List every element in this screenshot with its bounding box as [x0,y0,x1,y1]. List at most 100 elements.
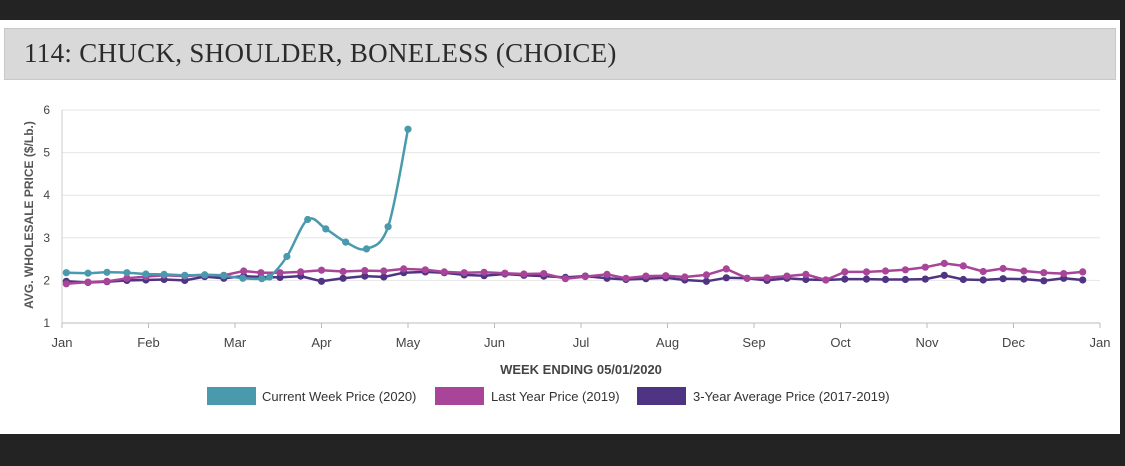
legend-label-avg3: 3-Year Average Price (2017-2019) [693,389,890,404]
data-point-avg3 [317,277,326,285]
x-tick-label: Sep [742,335,765,350]
data-point-avg3 [339,274,347,282]
data-point-last_year [940,259,948,267]
x-tick-label: Nov [915,335,939,350]
data-point-avg3 [722,274,730,282]
data-point-last_year [999,264,1007,273]
data-point-last_year [1060,270,1068,278]
data-point-last_year [317,266,326,274]
x-tick-label: Jan [52,335,73,350]
x-tick-label: Dec [1002,335,1026,350]
data-point-current [181,271,189,279]
data-point-avg3 [999,275,1007,283]
data-point-last_year [84,278,92,286]
series-line-last_year [66,262,1083,286]
data-point-last_year [702,271,711,279]
data-point-avg3 [881,275,890,284]
x-tick-label: Apr [311,335,332,350]
data-point-last_year [743,274,751,282]
y-tick-label: 1 [43,316,50,330]
data-point-avg3 [1020,275,1028,283]
series-line-current [66,128,410,281]
data-point-last_year [959,262,967,270]
data-point-current [220,272,228,280]
data-point-last_year [783,272,791,280]
data-point-avg3 [702,277,711,285]
bottom-bar [0,438,1125,466]
data-point-current [304,215,312,224]
data-point-last_year [862,268,871,276]
data-point-current [201,271,209,279]
data-point-current [62,269,70,277]
data-point-current [404,125,412,133]
data-point-last_year [123,274,131,282]
data-point-last_year [763,274,771,282]
legend-swatch-avg3 [637,387,686,405]
data-point-last_year [380,267,388,275]
x-axis-ticks: Jan Feb Mar Apr May Jun Jul Aug Sep Oct Nov Dec Jan [52,323,1111,350]
y-tick-label: 2 [43,273,50,287]
data-point-avg3 [1040,277,1048,285]
data-point-last_year [921,263,929,271]
data-point-last_year [257,269,265,277]
data-point-last_year [979,267,987,276]
legend-label-last_year: Last Year Price (2019) [491,389,620,404]
data-point-current [258,275,266,283]
x-tick-label: Jul [573,335,590,350]
data-point-last_year [297,268,305,276]
data-point-last_year [901,266,910,274]
x-tick-label: May [396,335,421,350]
data-point-avg3 [862,275,871,283]
data-point-current [322,225,330,233]
data-point-avg3 [940,271,948,279]
data-point-last_year [881,267,890,275]
y-axis-ticks: 1 2 3 4 5 6 [43,103,50,330]
data-point-avg3 [802,275,810,284]
x-tick-label: Oct [830,335,851,350]
y-tick-label: 4 [43,188,50,202]
data-point-avg3 [841,275,849,283]
legend-swatch-current [207,387,256,405]
data-point-current [362,245,371,253]
y-axis-label: AVG. WHOLESALE PRICE ($/Lb.) [22,121,36,309]
data-point-last_year [540,270,548,278]
price-chart: 1 2 3 4 5 6 Jan Feb Mar Apr May Jun Jul Aug Sep Oct Nov… [22,103,1111,405]
data-point-last_year [603,270,611,278]
data-point-avg3 [901,275,910,284]
data-point-current [84,269,92,277]
chart-legend: Current Week Price (2020) Last Year Price… [207,387,890,405]
data-point-avg3 [921,275,929,283]
data-point-current [283,252,291,261]
data-point-avg3 [361,272,369,280]
data-point-last_year [1020,267,1028,275]
data-point-last_year [681,273,689,281]
data-point-current [123,269,131,277]
data-point-current [103,268,111,276]
data-point-last_year [103,277,111,285]
data-point-avg3 [1079,276,1087,284]
data-point-last_year [480,268,488,276]
data-point-current [342,238,350,246]
x-tick-label: Feb [137,335,159,350]
data-point-last_year [622,274,630,282]
chart-grid [61,109,1100,324]
series-current [62,125,412,283]
data-point-current [160,270,168,278]
chart-title: 114: CHUCK, SHOULDER, BONELESS (CHOICE) [24,38,617,68]
data-point-last_year [581,273,589,281]
data-point-avg3 [380,273,388,281]
data-point-last_year [501,269,509,277]
x-tick-label: Aug [656,335,679,350]
data-point-last_year [802,270,810,278]
data-point-avg3 [979,276,987,284]
data-point-avg3 [959,275,967,284]
data-point-current [266,273,274,281]
data-point-last_year [841,268,849,276]
data-point-last_year [662,272,670,280]
data-point-last_year [421,266,429,274]
x-tick-label: Jan [1090,335,1111,350]
chart-panel: 114: CHUCK, SHOULDER, BONELESS (CHOICE) [0,20,1120,434]
data-point-last_year [62,280,70,288]
data-point-last_year [440,268,448,276]
chart-series [62,125,1087,288]
